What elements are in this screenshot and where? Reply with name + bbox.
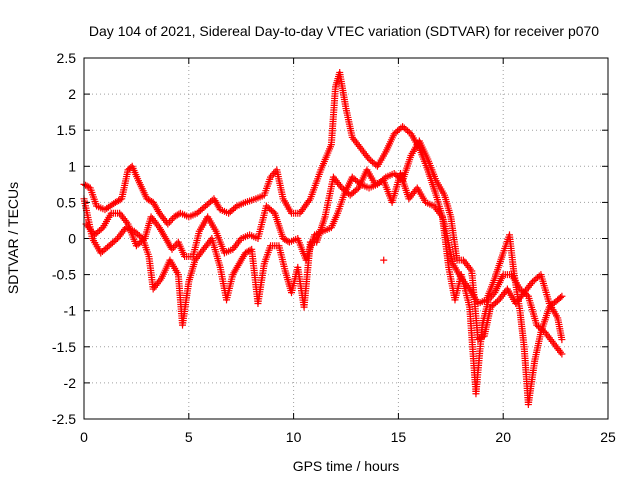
data-point xyxy=(139,236,147,244)
data-point xyxy=(539,327,547,335)
data-point xyxy=(231,203,239,211)
y-tick-label: -0.5 xyxy=(52,267,76,283)
x-tick-label: 15 xyxy=(391,429,407,445)
y-tick-label: 0.5 xyxy=(57,194,77,210)
data-point xyxy=(380,175,388,183)
series-track-a xyxy=(80,68,566,409)
x-tick-label: 0 xyxy=(80,429,88,445)
data-point xyxy=(558,336,566,344)
data-point xyxy=(146,197,154,205)
series-isolated xyxy=(380,256,388,264)
x-tick-label: 5 xyxy=(185,429,193,445)
y-tick-label: 1.5 xyxy=(57,122,77,138)
y-axis-label: SDTVAR / TECUs xyxy=(5,182,21,294)
data-point xyxy=(112,236,120,244)
data-point xyxy=(405,128,413,136)
y-tick-label: -2.5 xyxy=(52,411,76,427)
y-tick-label: 2 xyxy=(68,86,76,102)
data-point xyxy=(282,236,290,244)
data-points xyxy=(80,68,566,409)
y-tick-label: 0 xyxy=(68,231,76,247)
y-tick-label: -1.5 xyxy=(52,339,76,355)
y-tick-label: 2.5 xyxy=(57,50,77,66)
chart-title: Day 104 of 2021, Sidereal Day-to-day VTE… xyxy=(89,23,599,39)
data-point xyxy=(83,182,91,190)
x-tick-label: 20 xyxy=(495,429,511,445)
data-point xyxy=(269,208,277,216)
data-point xyxy=(167,216,175,224)
data-point xyxy=(270,170,278,178)
data-point xyxy=(173,211,181,219)
data-point xyxy=(355,179,363,187)
plot-frame xyxy=(83,57,609,420)
x-axis-label: GPS time / hours xyxy=(293,458,400,474)
axis-ticks: -2.5 -2 -1.5 -1 -0.5 0 0.5 1 1.5 2 2.5 0 5 10 15 20 25 xyxy=(52,50,616,445)
data-point xyxy=(493,297,501,305)
y-tick-label: -1 xyxy=(64,303,77,319)
data-point xyxy=(556,293,564,301)
y-tick-label: -2 xyxy=(64,375,77,391)
series-track-c xyxy=(82,137,566,344)
data-point xyxy=(97,225,105,233)
data-point xyxy=(380,256,388,264)
data-point xyxy=(558,350,566,358)
x-tick-label: 25 xyxy=(600,429,616,445)
data-point xyxy=(558,292,566,300)
y-tick-label: 1 xyxy=(68,158,76,174)
x-tick-label: 10 xyxy=(286,429,302,445)
